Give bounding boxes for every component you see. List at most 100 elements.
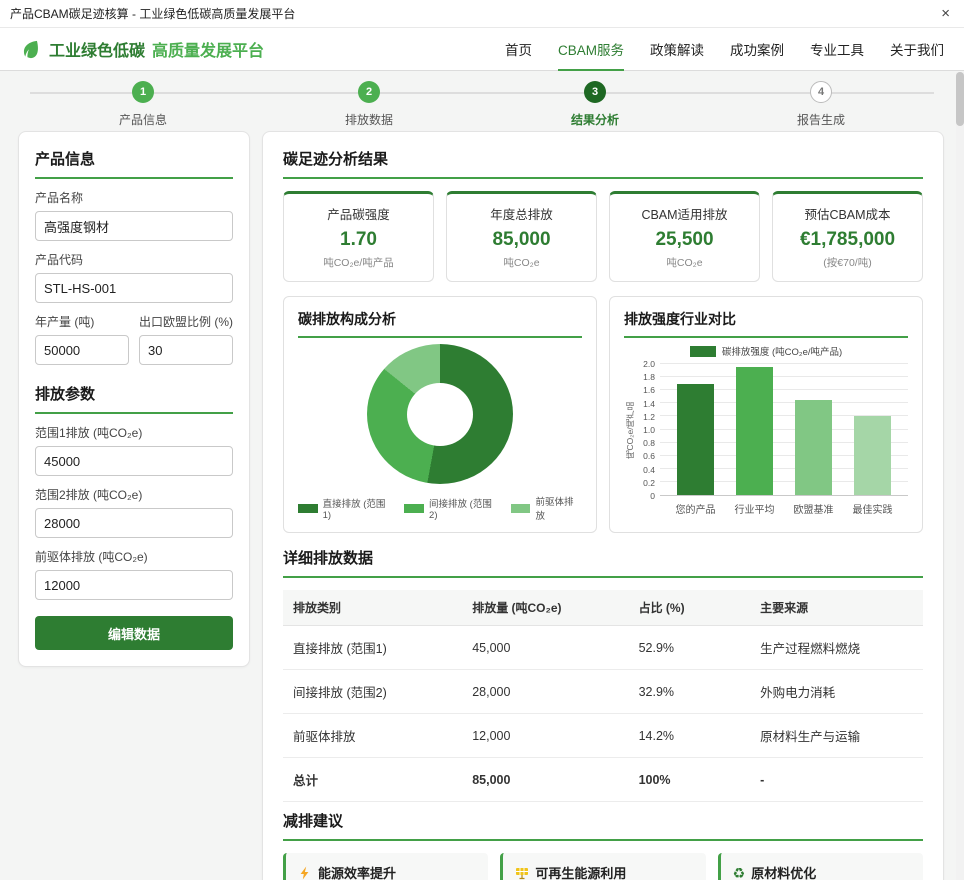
bar-y-axis-title: 吨CO₂e/吨产品 [625, 401, 635, 459]
stat-unit: 吨CO₂e [666, 257, 703, 269]
legend-label-precursor: 前驱体排放 [535, 497, 574, 522]
step-label-1: 产品信息 [118, 113, 167, 127]
emission-composition-card: 碳排放构成分析 直接排放 (范围1) 间接排放 (范围2) 前驱体排放 [283, 296, 597, 533]
stat-card-cbam-cost: 预估CBAM成本 €1,785,000 (按€70/吨) [772, 191, 923, 282]
sidebar-section-title-emission: 排放参数 [35, 383, 233, 414]
col-header-category: 排放类别 [283, 590, 463, 626]
bar-chart: 吨CO₂e/吨产品 0 0.2 0.4 0.6 0.8 1.0 1.2 1.4 1.6 1.8 2.… [624, 359, 908, 501]
brand-text-secondary: 高质量发展平台 [152, 43, 265, 60]
donut-hole [407, 382, 473, 446]
nav-cbam-services[interactable]: CBAM服务 [557, 27, 624, 71]
bar-chart-legend: 碳排放强度 (吨CO₂e/吨产品) [624, 344, 908, 358]
window-title: 产品CBAM碳足迹核算 - 工业绿色低碳高质量发展平台 [10, 7, 296, 21]
stat-unit: (按€70/吨) [823, 257, 872, 269]
solar-panel-icon [515, 866, 529, 880]
product-code-input[interactable] [35, 273, 233, 303]
main-nav: 首页 CBAM服务 政策解读 成功案例 专业工具 关于我们 [505, 27, 944, 71]
donut-legend: 直接排放 (范围1) 间接排放 (范围2) 前驱体排放 [298, 494, 582, 522]
donut-chart-title: 碳排放构成分析 [298, 309, 582, 338]
step-circle-2: 2 [358, 81, 380, 103]
bar-category: 欧盟基准 [793, 505, 834, 516]
nav-home[interactable]: 首页 [504, 43, 532, 58]
stat-unit: 吨CO₂e/吨产品 [323, 257, 394, 269]
stat-card-total-emissions: 年度总排放 85,000 吨CO₂e [446, 191, 597, 282]
stat-card-cbam-emissions: CBAM适用排放 25,500 吨CO₂e [609, 191, 760, 282]
table-total-row: 总计 85,000 100% - [283, 757, 923, 802]
bar-category: 行业平均 [734, 505, 775, 516]
scope1-label: 范围1排放 (吨CO₂e) [35, 426, 143, 440]
window-titlebar: 产品CBAM碳足迹核算 - 工业绿色低碳高质量发展平台 × [0, 0, 964, 28]
stat-value: €1,785,000 [799, 229, 896, 250]
step-report-generation[interactable]: 4 报告生成 [708, 81, 934, 128]
scope2-label: 范围2排放 (吨CO₂e) [35, 488, 143, 502]
app-header: 工业绿色低碳 高质量发展平台 首页 CBAM服务 政策解读 成功案例 专业工具 关… [0, 28, 964, 71]
table-row: 直接排放 (范围1) 45,000 52.9% 生产过程燃料燃烧 [283, 625, 923, 670]
scrollbar[interactable] [956, 72, 964, 880]
table-row: 前驱体排放 12,000 14.2% 原材料生产与运输 [283, 713, 923, 758]
edit-data-button[interactable]: 编辑数据 [35, 616, 233, 650]
product-info-sidebar: 产品信息 产品名称 产品代码 年产量 (吨) 出口欧盟比例 (%) 排放参数 范… [18, 131, 250, 667]
suggestion-title: 原材料优化 [751, 866, 817, 880]
stat-label: 预估CBAM成本 [804, 208, 891, 222]
col-header-source: 主要来源 [750, 590, 923, 626]
suggestions-section-title: 减排建议 [283, 810, 923, 841]
step-emission-data[interactable]: 2 排放数据 [256, 81, 482, 128]
window-close-icon[interactable]: × [941, 5, 950, 22]
table-section-title: 详细排放数据 [283, 547, 923, 578]
scrollbar-thumb[interactable] [956, 72, 964, 126]
results-panel: 碳足迹分析结果 产品碳强度 1.70 吨CO₂e/吨产品 年度总排放 85,00… [262, 131, 944, 880]
suggestion-title: 能源效率提升 [318, 866, 397, 880]
nav-about[interactable]: 关于我们 [890, 43, 944, 58]
stat-value: 85,000 [492, 229, 551, 250]
bar-legend-swatch [689, 345, 716, 357]
progress-stepper: 1 产品信息 2 排放数据 3 结果分析 4 报告生成 [0, 71, 964, 129]
bar-category-labels: 您的产品 行业平均 欧盟基准 最佳实践 [660, 501, 908, 516]
suggestion-renewable-energy: 可再生能源利用 安装太阳能发电设施，预计可满足20%的电力需求，减少碳排放约5,… [500, 853, 706, 880]
annual-output-label: 年产量 (吨) [35, 315, 95, 329]
step-product-info[interactable]: 1 产品信息 [30, 81, 256, 128]
sidebar-section-title-product: 产品信息 [35, 148, 233, 179]
precursor-label: 前驱体排放 (吨CO₂e) [35, 550, 148, 564]
step-label-2: 排放数据 [344, 113, 393, 127]
emission-data-table: 排放类别 排放量 (吨CO₂e) 占比 (%) 主要来源 直接排放 (范围1) … [283, 590, 923, 802]
scope1-input[interactable] [35, 446, 233, 476]
annual-output-input[interactable] [35, 335, 129, 365]
bar-yaxis: 0 0.2 0.4 0.6 0.8 1.0 1.2 1.4 1.6 1.8 2.0 [643, 359, 655, 501]
step-label-3: 结果分析 [570, 113, 619, 127]
legend-swatch-scope2 [404, 503, 425, 513]
bar-column [843, 364, 902, 495]
brand-logo: 工业绿色低碳 高质量发展平台 [20, 37, 264, 61]
step-result-analysis[interactable]: 3 结果分析 [482, 81, 708, 128]
nav-cases[interactable]: 成功案例 [730, 43, 784, 58]
eu-export-ratio-input[interactable] [139, 335, 233, 365]
bar-industry-average [735, 367, 774, 495]
bar-plot [660, 363, 908, 496]
step-circle-1: 1 [132, 81, 154, 103]
bar-your-product [676, 383, 715, 495]
bar-columns [660, 364, 908, 495]
table-row: 间接排放 (范围2) 28,000 32.9% 外购电力消耗 [283, 669, 923, 714]
industry-comparison-card: 排放强度行业对比 碳排放强度 (吨CO₂e/吨产品) 吨CO₂e/吨产品 0 0.… [609, 296, 923, 533]
leaf-icon [23, 40, 38, 59]
stat-label: 产品碳强度 [327, 208, 390, 222]
nav-policy[interactable]: 政策解读 [650, 43, 704, 58]
col-header-amount: 排放量 (吨CO₂e) [462, 590, 629, 626]
bar-eu-benchmark [794, 400, 833, 495]
recycle-icon: ♻ [732, 864, 746, 880]
bar-best-practice [853, 416, 892, 495]
col-header-share: 占比 (%) [628, 590, 751, 626]
bar-legend-label: 碳排放强度 (吨CO₂e/吨产品) [721, 347, 843, 358]
eu-export-ratio-label: 出口欧盟比例 (%) [139, 315, 233, 329]
product-name-input[interactable] [35, 211, 233, 241]
precursor-input[interactable] [35, 570, 233, 600]
bar-column [666, 364, 725, 495]
stat-label: CBAM适用排放 [641, 208, 728, 222]
stat-label: 年度总排放 [490, 208, 553, 222]
stepper-line [30, 92, 934, 94]
nav-tools[interactable]: 专业工具 [810, 43, 864, 58]
suggestion-raw-material: ♻ 原材料优化 增加废钢使用比例至40%，预计可减少前驱体排放约3,600吨CO… [717, 853, 923, 880]
step-circle-3: 3 [584, 81, 606, 103]
scope2-input[interactable] [35, 508, 233, 538]
product-code-label: 产品代码 [35, 253, 84, 267]
legend-label-scope2: 间接排放 (范围2) [429, 498, 492, 521]
